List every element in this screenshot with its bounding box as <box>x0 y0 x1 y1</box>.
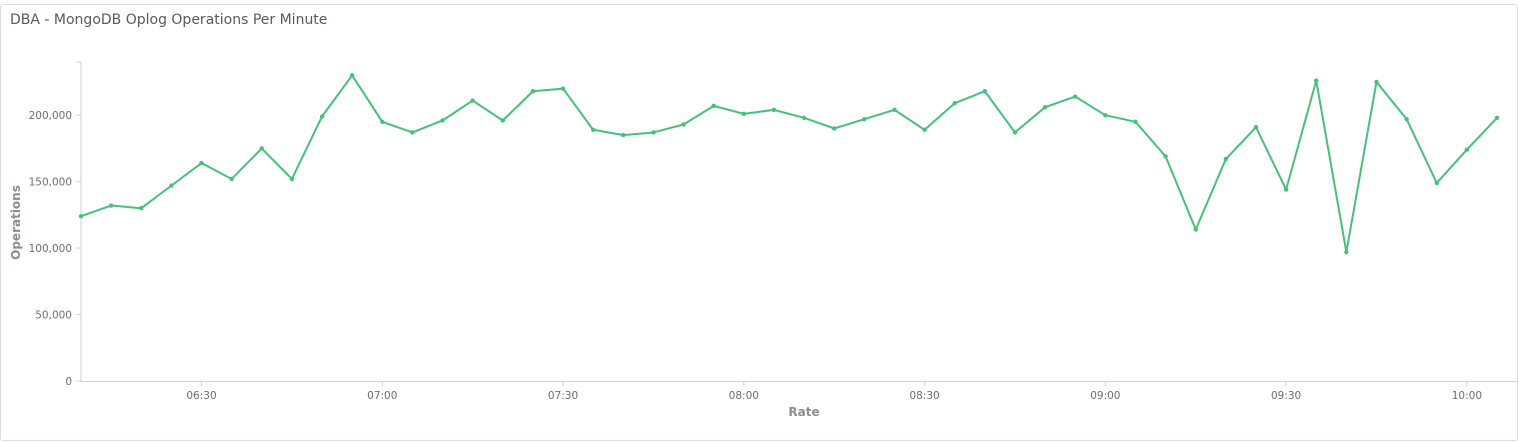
data-point[interactable] <box>1193 227 1198 232</box>
data-point[interactable] <box>289 176 295 182</box>
data-point[interactable] <box>1103 112 1108 118</box>
x-tick-label: 07:30 <box>548 390 578 402</box>
x-tick-label: 06:30 <box>186 390 216 402</box>
data-point[interactable] <box>711 103 716 109</box>
data-point[interactable] <box>410 130 415 135</box>
data-point[interactable] <box>78 213 84 219</box>
data-point[interactable] <box>1434 180 1439 186</box>
data-point[interactable] <box>1253 124 1259 130</box>
chart-panel: DBA - MongoDB Oplog Operations Per Minut… <box>0 4 1518 441</box>
x-tick-label: 10:00 <box>1452 390 1482 402</box>
data-point[interactable] <box>982 89 988 94</box>
data-point[interactable] <box>952 101 957 106</box>
data-point[interactable] <box>892 107 897 113</box>
y-tick-label: 50,000 <box>35 310 72 322</box>
x-tick-label: 08:30 <box>909 390 939 402</box>
data-point[interactable] <box>470 98 475 103</box>
data-point[interactable] <box>1133 119 1138 125</box>
x-tick-label: 09:30 <box>1271 390 1301 402</box>
data-point[interactable] <box>681 122 686 127</box>
data-point[interactable] <box>259 146 264 151</box>
data-point[interactable] <box>530 89 536 94</box>
data-point[interactable] <box>1344 249 1349 255</box>
data-point[interactable] <box>229 176 234 182</box>
panel-title: DBA - MongoDB Oplog Operations Per Minut… <box>10 12 328 28</box>
data-point[interactable] <box>1283 187 1289 192</box>
data-point[interactable] <box>1223 156 1229 162</box>
data-point[interactable] <box>1494 115 1500 121</box>
x-tick-label: 08:00 <box>729 390 759 402</box>
x-axis-title: Rate <box>788 405 819 419</box>
y-tick-label: 0 <box>65 376 72 388</box>
y-axis-title: Operations <box>9 185 23 260</box>
data-point[interactable] <box>741 111 747 117</box>
y-tick-label: 150,000 <box>29 177 72 189</box>
data-point[interactable] <box>1073 94 1078 99</box>
data-point[interactable] <box>862 116 867 122</box>
data-point[interactable] <box>169 183 174 188</box>
x-tick-label: 09:00 <box>1090 390 1120 402</box>
x-axis: 06:30 07:00 07:30 08:00 08:30 09:00 09:30 10:00 <box>81 381 1517 402</box>
data-point[interactable] <box>1163 154 1168 159</box>
data-point[interactable] <box>1464 147 1470 152</box>
series-line <box>80 74 1498 254</box>
y-tick-label: 200,000 <box>29 110 72 122</box>
data-point[interactable] <box>1042 104 1048 110</box>
data-point[interactable] <box>108 203 114 208</box>
data-point[interactable] <box>801 115 807 121</box>
data-point[interactable] <box>199 160 204 166</box>
y-tick-label: 100,000 <box>29 243 72 255</box>
y-axis: 0 50,000 100,000 150,000 200,000 <box>29 61 82 388</box>
data-point[interactable] <box>651 130 656 135</box>
data-point[interactable] <box>771 107 777 113</box>
series-operations <box>78 73 1500 255</box>
data-point[interactable] <box>139 206 144 211</box>
data-point[interactable] <box>1404 116 1409 122</box>
data-point[interactable] <box>1314 78 1319 83</box>
data-point[interactable] <box>590 127 596 132</box>
data-point[interactable] <box>560 86 566 91</box>
data-point[interactable] <box>831 126 837 131</box>
data-point[interactable] <box>380 119 385 125</box>
data-point[interactable] <box>922 127 927 132</box>
data-point[interactable] <box>1012 130 1018 135</box>
data-point[interactable] <box>349 73 355 78</box>
x-tick-label: 07:00 <box>367 390 397 402</box>
data-point[interactable] <box>440 118 445 123</box>
data-point[interactable] <box>500 118 505 123</box>
data-point[interactable] <box>1374 79 1379 85</box>
data-point[interactable] <box>319 114 325 119</box>
data-point[interactable] <box>621 132 626 138</box>
